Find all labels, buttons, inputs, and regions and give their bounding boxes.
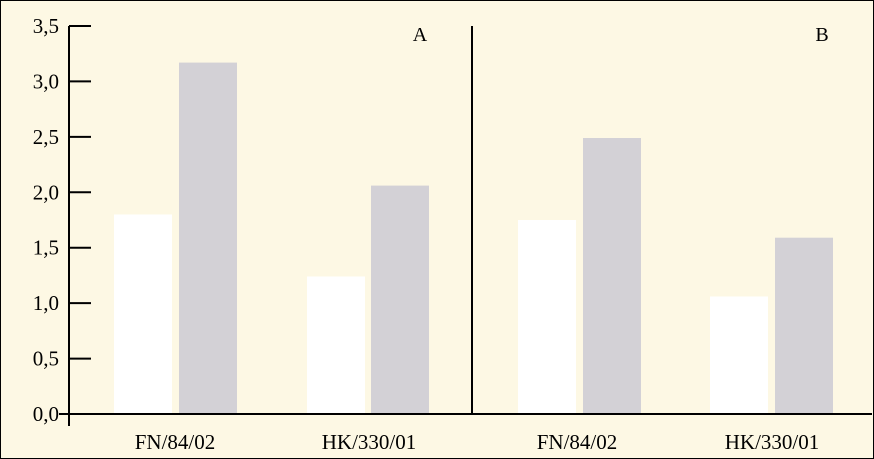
y-tick-label: 2,5 — [33, 125, 59, 149]
x-category-label: FN/84/02 — [537, 430, 618, 454]
bar-panel-b-hk-330-01-series-1 — [710, 296, 768, 414]
bar-panel-b-hk-330-01-series-2 — [775, 237, 833, 414]
y-tick-label: 3,5 — [33, 14, 59, 38]
bar-panel-a-fn-84-02-series-2 — [179, 62, 237, 414]
bar-panel-b-fn-84-02-series-2 — [583, 138, 641, 414]
x-category-label: HK/330/01 — [725, 430, 820, 454]
labels-layer: 0,0 0,5 1,0 1,5 2,0 2,5 3,0 3,5 FN/84/02 HK/330/0… — [33, 14, 829, 454]
x-category-label: FN/84/02 — [135, 430, 216, 454]
x-category-label: HK/330/01 — [322, 430, 417, 454]
y-tick-label: 3,0 — [33, 69, 59, 93]
panel-label-a: A — [413, 24, 428, 46]
y-tick-label: 0,0 — [33, 402, 59, 426]
axes-layer — [59, 25, 872, 426]
bar-panel-a-hk-330-01-series-2 — [371, 185, 429, 414]
y-tick-label: 1,0 — [33, 291, 59, 315]
y-tick-label: 0,5 — [33, 347, 59, 371]
bar-panel-a-fn-84-02-series-1 — [114, 214, 172, 414]
bar-panel-a-hk-330-01-series-1 — [307, 276, 365, 414]
panel-label-b: B — [815, 24, 828, 46]
bars-layer — [114, 62, 833, 414]
bar-panel-b-fn-84-02-series-1 — [518, 220, 576, 414]
y-tick-label: 2,0 — [33, 180, 59, 204]
y-tick-label: 1,5 — [33, 236, 59, 260]
